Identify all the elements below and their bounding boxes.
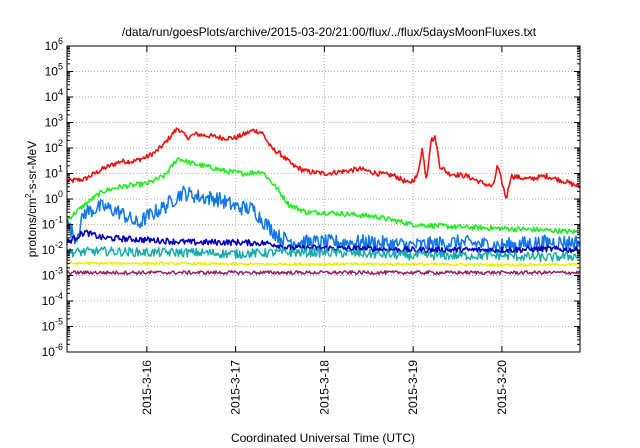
y-tick-label: 104 [45,87,63,104]
x-tick-label: 2015-3-20 [495,360,509,415]
x-tick-label: 2015-3-18 [317,360,331,415]
x-tick-labels: 2015-3-16 2015-3-17 2015-3-18 2015-3-19 2015… [140,360,509,415]
series-line-0 [66,127,581,199]
series-layer [66,127,581,276]
y-tick-label: 10-5 [42,317,63,334]
y-axis-label-rest: -s-sr-MeV [25,141,39,194]
y-tick-labels: 10-6 10-5 10-4 10-3 10-2 10-1 100 101 102 103 104 1… [42,36,63,359]
grid-layer [67,46,580,352]
y-tick-label: 100 [45,189,63,206]
y-axis-label-sup: 2 [24,193,33,198]
series-line-3 [66,229,581,254]
x-tick-label: 2015-3-19 [406,360,420,415]
y-tick-label: 102 [45,138,63,155]
y-tick-label: 101 [45,164,63,181]
plot-frame [66,45,581,353]
y-tick-label: 10-1 [42,215,63,232]
y-tick-label: 10-6 [42,342,63,359]
series-line-6 [66,270,581,276]
chart-title: /data/run/goesPlots/archive/2015-03-20/2… [122,25,537,39]
series-line-5 [66,261,581,267]
y-tick-label: 105 [45,62,63,79]
y-tick-label: 10-2 [42,240,63,257]
y-tick-label: 103 [45,113,63,130]
y-axis-label: protons/cm2-s-sr-MeV [24,141,39,257]
series-line-4 [66,246,581,263]
y-axis-label-base: protons/cm [25,198,39,257]
series-line-1 [66,157,581,236]
x-tick-label: 2015-3-16 [140,360,154,415]
series-line-2 [66,185,581,254]
y-tick-label: 10-3 [42,266,63,283]
y-tick-label: 106 [45,36,63,53]
tick-layer [67,45,580,353]
x-axis-label: Coordinated Universal Time (UTC) [231,431,415,445]
x-tick-label: 2015-3-17 [229,360,243,415]
y-tick-label: 10-4 [42,291,63,308]
